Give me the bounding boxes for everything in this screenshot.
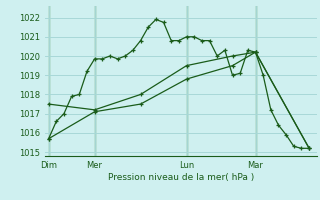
X-axis label: Pression niveau de la mer( hPa ): Pression niveau de la mer( hPa ) — [108, 173, 254, 182]
